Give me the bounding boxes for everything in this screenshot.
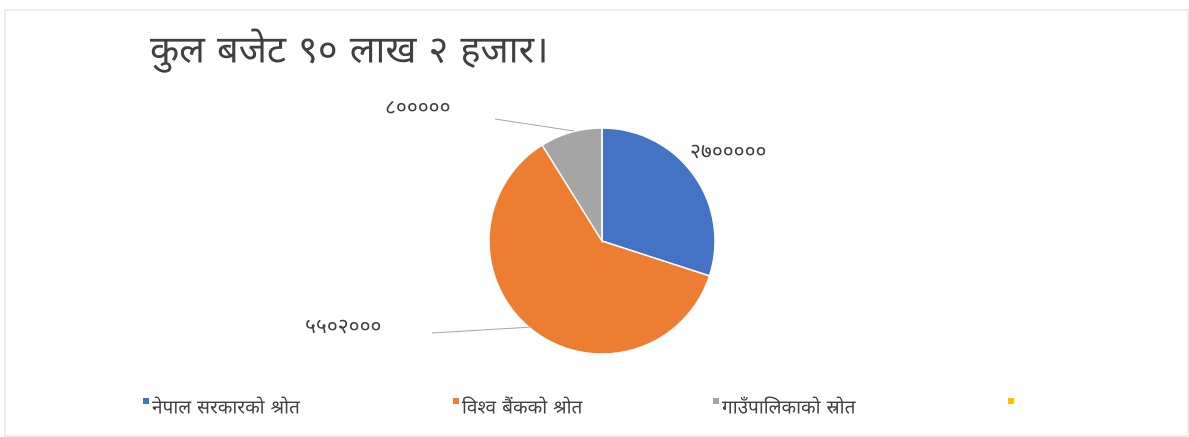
leader-line — [494, 118, 575, 132]
legend-marker — [143, 398, 149, 404]
legend-label: नेपाल सरकारको श्रोत — [152, 396, 301, 419]
leader-line — [431, 326, 533, 334]
pie-slice — [488, 144, 711, 355]
data-label: २७००००० — [690, 139, 766, 163]
legend-marker — [453, 398, 459, 404]
chart-title: कुल बजेट ९० लाख २ हजार। — [150, 28, 549, 74]
data-label: ८००००० — [385, 95, 451, 119]
legend-label: गाउँपालिकाको स्रोत — [722, 396, 857, 419]
legend-marker — [1008, 398, 1014, 404]
pie-slice — [601, 127, 716, 277]
legend-marker — [713, 398, 719, 404]
data-label: ५५०२००० — [305, 314, 381, 338]
legend-label: विश्व बैंकको श्रोत — [462, 396, 584, 419]
